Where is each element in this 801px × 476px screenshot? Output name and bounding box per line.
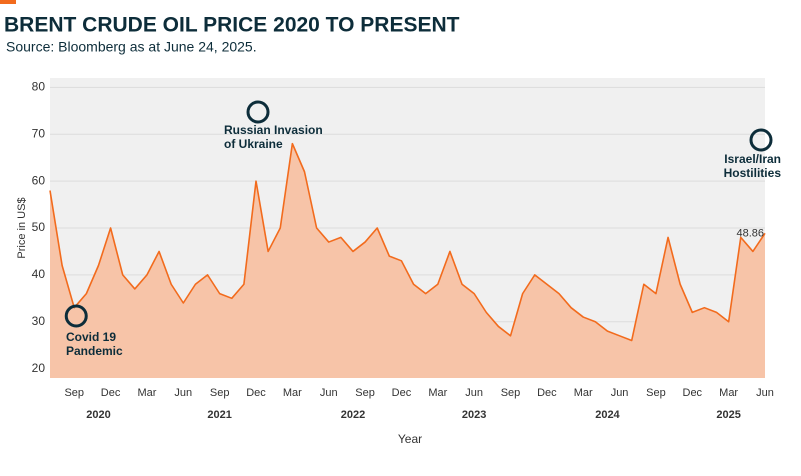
annotation-text: of Ukraine [224,137,283,151]
y-tick-label: 20 [32,361,46,375]
x-tick-label: Dec [101,387,121,399]
end-value-label: 48.86 [736,227,764,239]
y-tick-label: 60 [32,173,46,187]
year-label: 2020 [86,409,110,421]
x-tick-label: Jun [174,387,192,399]
x-tick-label: Sep [64,387,84,399]
x-axis-label: Year [398,432,422,446]
year-label: 2021 [207,409,231,421]
annotation-text: Covid 19 [66,330,116,344]
x-tick-label: Dec [392,387,412,399]
annotation-text: Israel/Iran [724,152,781,166]
y-tick-label: 40 [32,267,46,281]
accent-bar [0,0,16,4]
x-tick-label: Dec [537,387,557,399]
y-tick-label: 80 [32,80,46,94]
x-tick-label: Mar [137,387,156,399]
x-tick-label: Jun [465,387,483,399]
x-tick-label: Mar [719,387,738,399]
area [50,143,765,378]
x-tick-label: Mar [428,387,447,399]
x-tick-label: Sep [355,387,375,399]
x-tick-label: Mar [574,387,593,399]
year-label: 2024 [595,409,620,421]
annotation-circle [64,304,88,328]
annotation-text: Russian Invasion [224,123,323,137]
chart-title: BRENT CRUDE OIL PRICE 2020 TO PRESENT [4,14,460,37]
year-label: 2025 [716,409,740,421]
annotation-circle [749,128,773,152]
x-tick-label: Jun [320,387,338,399]
x-tick-label: Mar [283,387,302,399]
x-tick-label: Sep [210,387,230,399]
chart-subtitle: Source: Bloomberg as at June 24, 2025. [6,39,257,55]
annotation-circle [246,100,270,124]
year-label: 2022 [341,409,365,421]
y-tick-label: 50 [32,220,46,234]
line [49,142,766,342]
x-tick-label: Dec [246,387,266,399]
y-axis-label: Price in US$ [16,197,28,258]
x-tick-label: Sep [501,387,521,399]
x-tick-label: Jun [611,387,629,399]
x-tick-label: Dec [683,387,703,399]
annotation-text: Pandemic [66,344,123,358]
x-tick-label: Sep [646,387,666,399]
year-label: 2023 [462,409,486,421]
x-tick-label: Jun [756,387,774,399]
annotation-text: Hostilities [724,166,782,180]
y-tick-label: 30 [32,314,46,328]
y-tick-label: 70 [32,126,46,140]
